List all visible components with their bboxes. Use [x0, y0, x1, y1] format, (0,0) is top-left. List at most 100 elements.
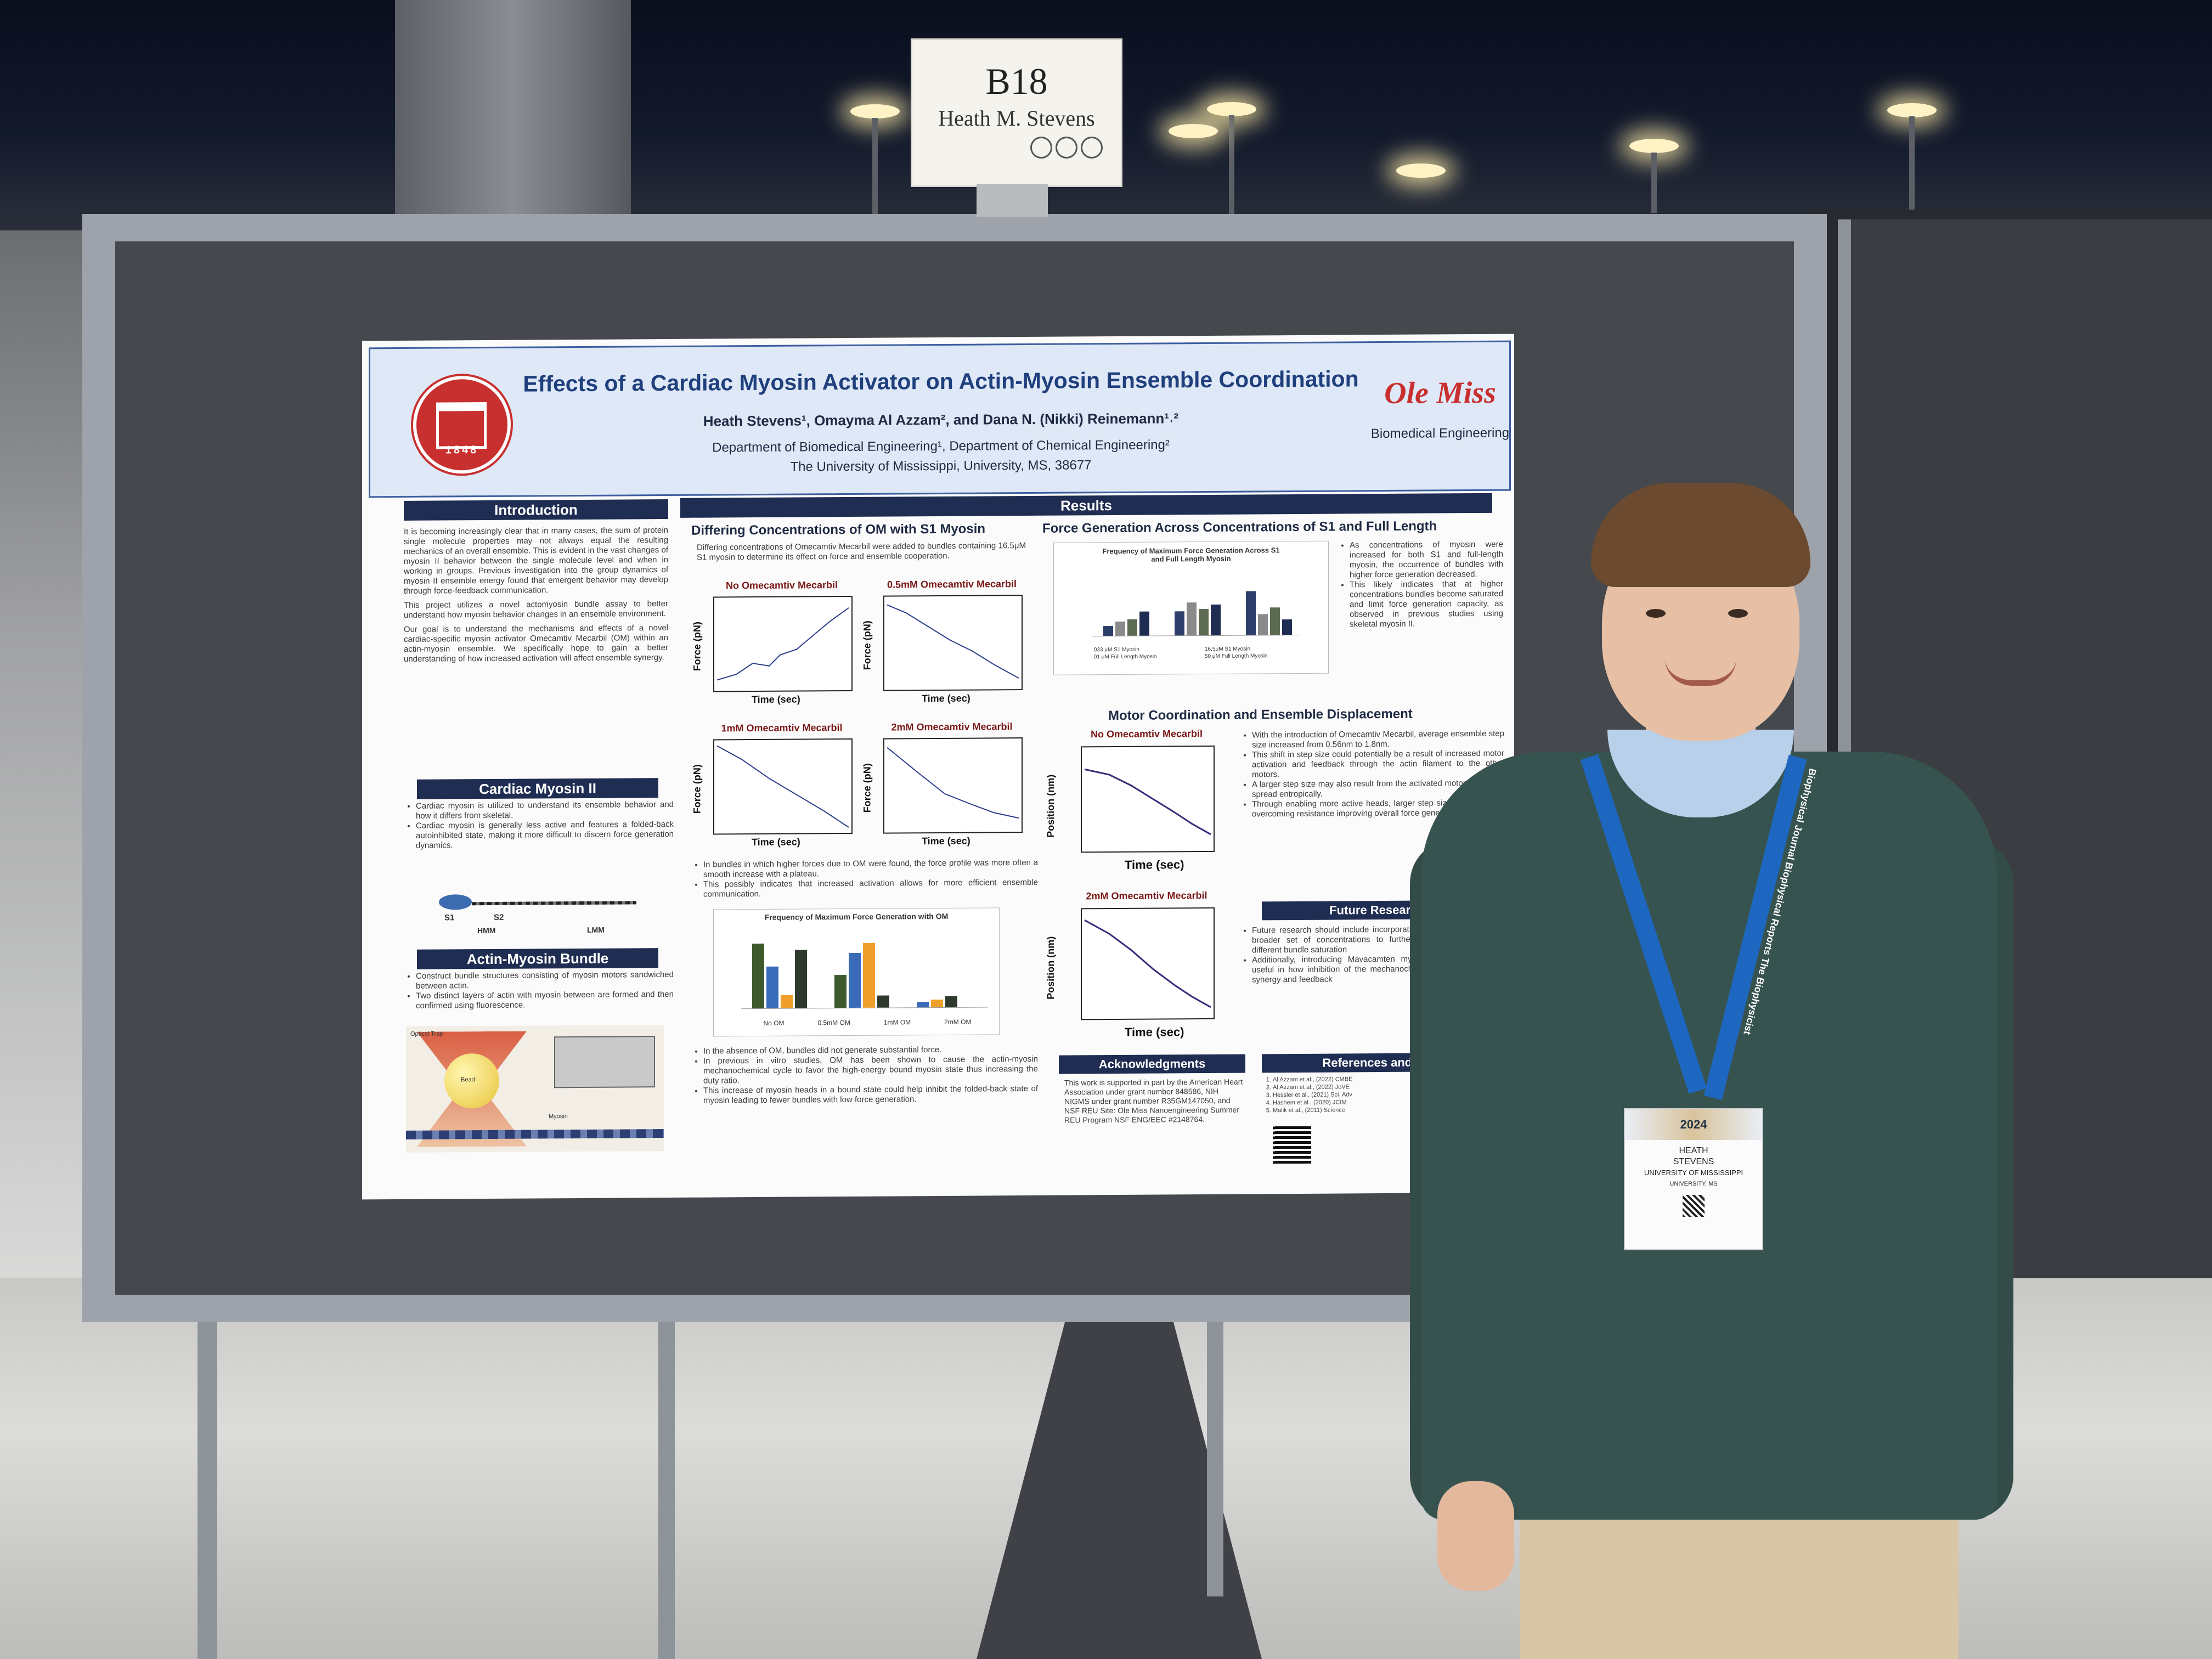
- research-poster: 1848 Effects of a Cardiac Myosin Activat…: [362, 334, 1514, 1200]
- columns-icon: [436, 402, 487, 449]
- bar: [752, 943, 764, 1009]
- smile: [1665, 658, 1736, 686]
- chart-title: Frequency of Maximum Force Generation Ac…: [1102, 546, 1280, 563]
- om-findings-list: In bundles in which higher forces due to…: [691, 858, 1038, 900]
- bar: [945, 996, 957, 1007]
- force-trace-panel: 2mM Omecamtiv Mecarbil Force (pN) Time (…: [861, 721, 1026, 854]
- myosin-tail: [472, 901, 636, 906]
- poster-title: Effects of a Cardiac Myosin Activator on…: [523, 366, 1359, 397]
- bar: [1270, 607, 1280, 635]
- cardiac-myosin-list: Cardiac myosin is utilized to understand…: [404, 800, 674, 851]
- stone-pillar: [395, 0, 631, 230]
- trace-plot: [883, 595, 1023, 691]
- bar: [849, 952, 861, 1008]
- chart-legend: No OM 0.5mM OM 1mM OM 2mM OM: [747, 1018, 988, 1027]
- poster-authors: Heath Stevens¹, Omayma Al Azzam², and Da…: [703, 410, 1179, 430]
- cardiac-myosin-heading: Cardiac Myosin II: [417, 778, 658, 799]
- qr-code-icon: [1683, 1195, 1705, 1217]
- diagram-label: HMM: [477, 926, 496, 935]
- ole-miss-logo: Ole Miss: [1384, 375, 1496, 411]
- trace-plot: [1081, 907, 1215, 1020]
- introduction-paragraph: Our goal is to understand the mechanisms…: [404, 623, 668, 664]
- name-badge: 2024 HEATH STEVENS UNIVERSITY OF MISSISS…: [1624, 1108, 1763, 1250]
- bar: [1103, 626, 1113, 636]
- bundle-heading: Actin-Myosin Bundle: [417, 948, 658, 969]
- lamp: [1396, 163, 1446, 178]
- circle-icon: [1081, 137, 1103, 159]
- badge-affiliation: UNIVERSITY OF MISSISSIPPI: [1644, 1169, 1743, 1177]
- bar: [1127, 619, 1137, 636]
- bar: [781, 995, 793, 1008]
- force-trace-line: [887, 747, 1019, 819]
- badge-first-name: HEATH: [1679, 1146, 1708, 1155]
- circle-icon: [1056, 137, 1077, 159]
- list-item: This shift in step size could potentiall…: [1252, 749, 1504, 780]
- position-trace-panel: No Omecamtiv Mecarbil Position (nm) Time…: [1042, 728, 1218, 883]
- bar: [1187, 602, 1197, 636]
- list-item: This increase of myosin heads in a bound…: [703, 1084, 1038, 1106]
- hair: [1591, 483, 1810, 587]
- force-generation-heading: Force Generation Across Concentrations o…: [1042, 518, 1437, 536]
- force-trace-line: [887, 604, 1019, 679]
- badge-location: UNIVERSITY, MS: [1669, 1181, 1718, 1187]
- list-item: This likely indicates that at higher con…: [1350, 579, 1503, 630]
- poster-university: The University of Mississippi, Universit…: [790, 458, 1092, 475]
- references-list: Al Azzam et al., (2022) CMBE Al Azzam et…: [1262, 1075, 1415, 1115]
- booth-sign: B18 Heath M. Stevens: [911, 38, 1122, 187]
- bar: [931, 999, 943, 1008]
- hand: [1437, 1481, 1514, 1591]
- motor-heading: Motor Coordination and Ensemble Displace…: [1108, 706, 1413, 724]
- bar: [834, 975, 847, 1008]
- fluorescence-image: [554, 1036, 655, 1088]
- fg-frequency-chart: Frequency of Maximum Force Generation Ac…: [1053, 540, 1329, 675]
- trace-plot: [1081, 745, 1215, 853]
- list-item: In bundles in which higher forces due to…: [703, 858, 1038, 880]
- actin-filament: [406, 1129, 664, 1139]
- trace-title: 2mM Omecamtiv Mecarbil: [891, 721, 1013, 733]
- trace-svg: [1084, 768, 1211, 836]
- diagram-label: Myosin: [549, 1113, 568, 1120]
- trace-svg: [1084, 919, 1211, 1008]
- trace-title: 0.5mM Omecamtiv Mecarbil: [887, 578, 1017, 590]
- force-generation-list: As concentrations of myosin were increas…: [1339, 540, 1503, 630]
- force-trace-panel: No Omecamtiv Mecarbil Force (pN) Time (s…: [691, 579, 856, 712]
- chart-legend: .033 μM S1 Myosin 16.5μM S1 Myosin .01 μ…: [1092, 646, 1312, 661]
- list-item: In previous in vitro studies, OM has bee…: [703, 1054, 1038, 1086]
- diagram-label: S1: [444, 913, 455, 923]
- chart-title: Frequency of Maximum Force Generation wi…: [764, 911, 949, 922]
- trace-svg: [716, 607, 849, 681]
- trace-xlabel: Time (sec): [1125, 1025, 1184, 1039]
- trace-title: No Omecamtiv Mecarbil: [1090, 728, 1203, 740]
- om-heading: Differing Concentrations of OM with S1 M…: [691, 521, 986, 538]
- force-trace-panel: 0.5mM Omecamtiv Mecarbil Force (pN) Time…: [861, 578, 1026, 711]
- bar: [1282, 619, 1292, 635]
- position-trace-line: [1084, 919, 1211, 1008]
- sign-circles: [912, 131, 1121, 161]
- lamp-pole: [1909, 116, 1915, 210]
- myosin-head-icon: [439, 894, 472, 910]
- trace-xlabel: Time (sec): [752, 836, 800, 848]
- lamp: [1629, 139, 1679, 153]
- bar: [917, 1002, 929, 1008]
- lamp-pole: [872, 118, 878, 217]
- diagram-label: Optical Trap: [410, 1030, 443, 1037]
- lamp: [1887, 103, 1937, 117]
- eye: [1728, 609, 1748, 618]
- trace-svg: [887, 604, 1019, 679]
- bar: [1258, 614, 1268, 635]
- acknowledgments-text: This work is supported in part by the Am…: [1064, 1077, 1243, 1125]
- trace-ylabel: Force (pN): [861, 763, 873, 813]
- acknowledgments-heading: Acknowledgments: [1059, 1054, 1245, 1074]
- university-seal: 1848: [413, 375, 511, 474]
- poster-header: 1848 Effects of a Cardiac Myosin Activat…: [369, 340, 1511, 498]
- bar: [1199, 608, 1209, 636]
- position-trace-panel: 2mM Omecamtiv Mecarbil Position (nm) Tim…: [1042, 890, 1218, 1050]
- bundle-diagram: Optical Trap Bead Myosin: [406, 1025, 664, 1153]
- seal-year: 1848: [445, 444, 479, 456]
- bar: [766, 966, 778, 1008]
- trace-ylabel: Position (nm): [1045, 936, 1056, 1000]
- om-frequency-chart: Frequency of Maximum Force Generation wi…: [713, 907, 1000, 1037]
- diagram-label: LMM: [587, 925, 605, 934]
- force-trace-line: [716, 607, 849, 681]
- board-leg: [658, 1322, 675, 1659]
